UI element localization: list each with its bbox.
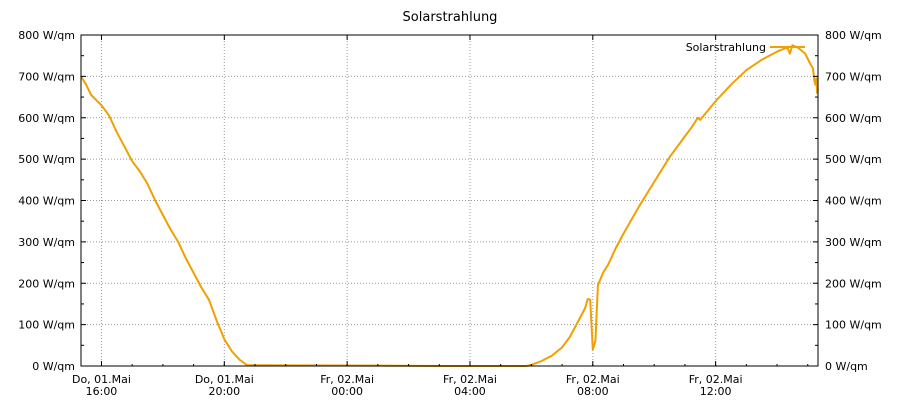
x-tick-label-time: 16:00 xyxy=(86,385,118,398)
legend: Solarstrahlung xyxy=(686,41,805,54)
y-tick-label-right: 800 W/qm xyxy=(825,29,882,42)
y-tick-label-left: 500 W/qm xyxy=(18,153,75,166)
y-tick-label-left: 100 W/qm xyxy=(18,319,75,332)
y-tick-label-right: 400 W/qm xyxy=(825,195,882,208)
y-tick-label-right: 600 W/qm xyxy=(825,112,882,125)
y-tick-label-right: 700 W/qm xyxy=(825,70,882,83)
x-tick-label-date: Fr, 02.Mai xyxy=(443,373,497,386)
x-tick-label-time: 04:00 xyxy=(454,385,486,398)
y-tick-label-right: 100 W/qm xyxy=(825,319,882,332)
x-tick-label-time: 12:00 xyxy=(700,385,732,398)
axes-layer: 0 W/qm 0 W/qm 100 W/qm 100 W/qm 200 W/qm 200 … xyxy=(18,29,882,398)
x-tick-label-date: Fr, 02.Mai xyxy=(320,373,374,386)
y-tick-label-right: 0 W/qm xyxy=(825,360,868,373)
y-tick-label-left: 600 W/qm xyxy=(18,112,75,125)
grid-layer xyxy=(81,35,818,366)
y-tick-label-left: 300 W/qm xyxy=(18,236,75,249)
y-tick-label-left: 700 W/qm xyxy=(18,70,75,83)
series-layer xyxy=(80,44,819,367)
x-tick-label-date: Fr, 02.Mai xyxy=(566,373,620,386)
y-tick-label-right: 500 W/qm xyxy=(825,153,882,166)
legend-label: Solarstrahlung xyxy=(686,41,766,54)
y-tick-label-left: 400 W/qm xyxy=(18,195,75,208)
x-tick-label-date: Do, 01.Mai xyxy=(72,373,131,386)
x-tick-label-time: 00:00 xyxy=(331,385,363,398)
y-tick-label-right: 200 W/qm xyxy=(825,277,882,290)
y-tick-label-left: 800 W/qm xyxy=(18,29,75,42)
x-tick-label-time: 20:00 xyxy=(208,385,240,398)
y-tick-label-left: 200 W/qm xyxy=(18,277,75,290)
chart-title: Solarstrahlung xyxy=(403,10,498,25)
series-line-solarstrahlung xyxy=(80,44,819,367)
x-tick-label-date: Fr, 02.Mai xyxy=(689,373,743,386)
x-tick-label-date: Do, 01.Mai xyxy=(195,373,254,386)
y-tick-label-left: 0 W/qm xyxy=(32,360,75,373)
plot-frame xyxy=(80,34,819,367)
y-tick-label-right: 300 W/qm xyxy=(825,236,882,249)
x-tick-label-time: 08:00 xyxy=(577,385,609,398)
